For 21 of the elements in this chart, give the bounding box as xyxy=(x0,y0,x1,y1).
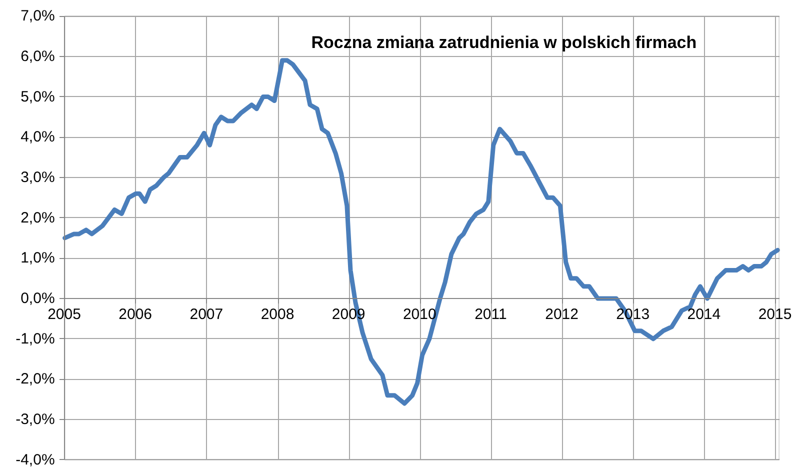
x-tick-label: 2014 xyxy=(687,306,721,324)
text: Roczna zmiana zatrudnienia w polskich firmach xyxy=(311,33,697,52)
y-tick-label: -1,0% xyxy=(16,330,55,348)
y-tick-label: 1,0% xyxy=(20,250,55,267)
x-tick-label: 2011 xyxy=(474,306,507,324)
y-tick-label: -3,0% xyxy=(16,411,55,428)
x-tick-label: 2007 xyxy=(190,306,224,324)
y-tick-label: -2,0% xyxy=(16,370,55,388)
y-tick-label: 0,0% xyxy=(20,290,55,308)
y-tick-label: 2,0% xyxy=(20,209,55,226)
x-tick-label: 2012 xyxy=(545,306,578,324)
x-tick-label: 2008 xyxy=(260,306,294,324)
x-tick-label: 2015 xyxy=(758,306,792,324)
y-tick-label: 7,0% xyxy=(20,8,55,25)
y-tick-label: 5,0% xyxy=(20,88,55,106)
y-tick-label: -4,0% xyxy=(16,451,55,468)
x-tick-label: 2005 xyxy=(48,306,81,324)
y-tick-label: 3,0% xyxy=(20,168,55,186)
y-tick-label: 4,0% xyxy=(20,128,55,146)
y-tick-label: 6,0% xyxy=(20,48,55,65)
x-tick-label: 2006 xyxy=(118,306,152,324)
